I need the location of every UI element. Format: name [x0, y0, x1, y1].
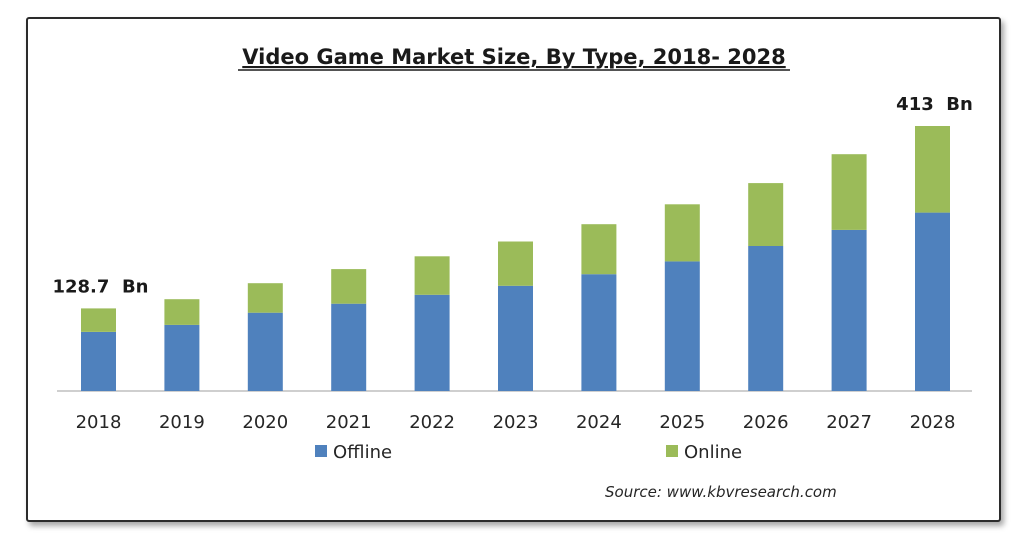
bars-group	[81, 126, 950, 391]
legend: Offline Online	[315, 442, 742, 463]
x-tick-label-2025: 2025	[659, 412, 705, 433]
bar-offline-2020	[247, 312, 283, 391]
bar-online-2024	[581, 224, 617, 275]
x-tick-label-2028: 2028	[910, 412, 956, 433]
legend-swatch-offline	[315, 445, 327, 457]
annotations: 128.7 Bn 413 Bn	[52, 94, 972, 297]
data-label-2018: 128.7 Bn	[52, 276, 148, 297]
legend-swatch-online	[666, 445, 678, 457]
bar-online-2023	[498, 241, 533, 286]
bar-online-2027	[831, 154, 867, 230]
bar-online-2025	[664, 204, 700, 262]
bar-offline-2027	[831, 229, 867, 391]
x-tick-label-2019: 2019	[159, 412, 205, 433]
bar-offline-2022	[414, 294, 450, 391]
x-tick-label-2026: 2026	[743, 412, 789, 433]
bar-online-2018	[81, 308, 116, 332]
bar-offline-2024	[581, 274, 617, 391]
bar-online-2019	[164, 299, 200, 325]
source-text: Source: www.kbvresearch.com	[605, 483, 837, 501]
bar-offline-2028	[915, 212, 950, 391]
x-tick-label-2024: 2024	[576, 412, 622, 433]
x-tick-label-2020: 2020	[242, 412, 288, 433]
x-tick-label-2022: 2022	[409, 412, 455, 433]
bar-offline-2021	[331, 303, 367, 391]
legend-label-offline: Offline	[333, 442, 392, 463]
x-tick-label-2021: 2021	[326, 412, 372, 433]
bar-offline-2018	[81, 332, 116, 391]
bar-offline-2019	[164, 324, 200, 391]
x-tick-labels: 2018 2019 2020 2021 2022 2023 2024 2025 2026 2027…	[76, 412, 956, 433]
chart-title: Video Game Market Size, By Type, 2018- 2…	[242, 45, 785, 69]
data-label-2028: 413 Bn	[896, 94, 973, 115]
bar-online-2028	[915, 126, 950, 213]
x-tick-label-2018: 2018	[76, 412, 122, 433]
bar-offline-2023	[498, 285, 533, 391]
legend-label-online: Online	[684, 442, 742, 463]
bar-online-2020	[247, 283, 283, 313]
bar-online-2021	[331, 269, 367, 304]
bar-offline-2025	[664, 261, 700, 391]
x-tick-label-2027: 2027	[826, 412, 872, 433]
bar-online-2026	[748, 183, 784, 246]
bar-offline-2026	[748, 246, 784, 391]
bar-online-2022	[414, 256, 450, 295]
x-tick-label-2023: 2023	[493, 412, 539, 433]
